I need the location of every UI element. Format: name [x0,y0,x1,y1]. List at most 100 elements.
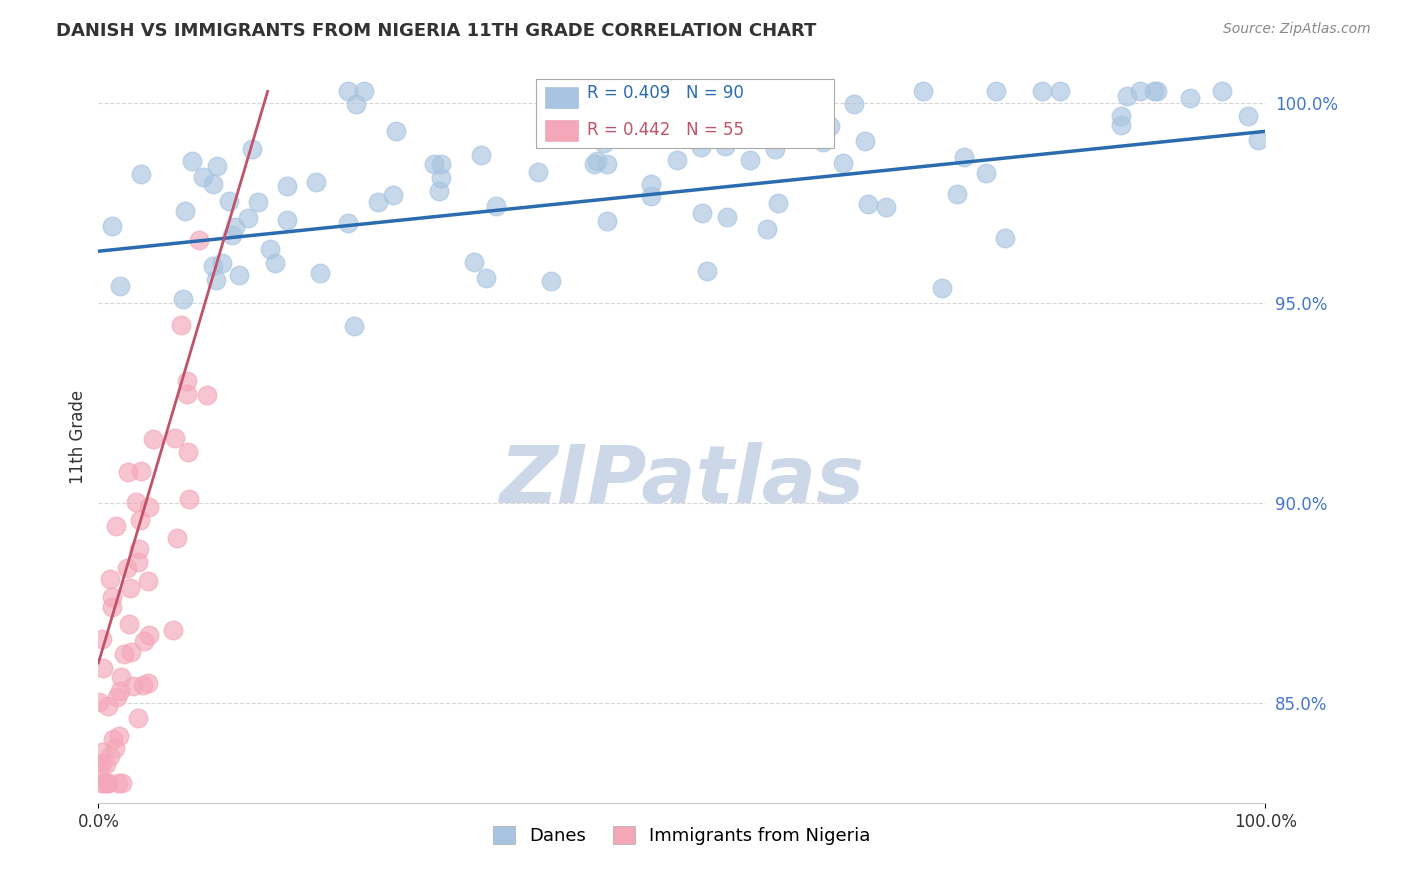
Point [111,776,134,790]
Point [112,647,135,661]
Point [1178,91,1201,105]
Point [108,684,131,698]
Point [128,542,150,557]
Point [97,776,120,790]
Point [136,574,159,589]
FancyBboxPatch shape [536,78,834,148]
Point [1146,84,1168,98]
Point [1129,84,1152,98]
Point [176,374,198,388]
Point [228,268,250,282]
Point [540,274,562,288]
Point [238,211,260,225]
Point [912,84,935,98]
Point [94,756,117,771]
Point [127,710,149,724]
Point [353,84,375,98]
Point [120,581,142,595]
Point [142,432,165,446]
Point [485,199,508,213]
Point [177,491,200,506]
Point [427,184,450,198]
Point [430,170,453,185]
Point [176,387,198,401]
Point [689,140,711,154]
Point [1116,89,1139,103]
Point [125,494,148,508]
Point [714,139,737,153]
Point [104,518,127,533]
Point [276,212,298,227]
Point [875,200,897,214]
Point [1142,84,1164,98]
Point [101,599,124,614]
Point [221,227,243,242]
Point [716,211,738,225]
Point [132,678,155,692]
Point [97,776,120,790]
Point [276,178,298,193]
Bar [546,120,578,141]
Point [104,740,127,755]
Point [166,532,188,546]
Point [90,776,112,790]
Point [91,745,114,759]
Point [666,153,689,168]
Point [97,698,120,713]
Point [134,633,156,648]
Point [367,195,389,210]
Point [129,464,152,478]
Point [463,254,485,268]
Point [118,617,141,632]
Point [766,195,789,210]
Point [264,256,287,270]
Point [690,205,713,219]
Point [309,266,332,280]
Point [756,221,779,235]
Point [129,167,152,181]
Text: Source: ZipAtlas.com: Source: ZipAtlas.com [1223,22,1371,37]
Point [592,136,614,151]
Point [129,513,152,527]
Point [952,150,974,164]
Point [204,272,226,286]
Point [180,153,202,168]
Point [115,561,138,575]
Point [811,136,834,150]
Point [211,256,233,270]
Point [98,572,121,586]
Point [1246,133,1268,147]
Point [122,679,145,693]
Point [120,645,142,659]
Point [974,166,997,180]
Point [527,165,550,179]
Point [765,142,787,156]
Point [945,187,967,202]
Point [831,156,853,170]
Point [640,178,662,192]
Point [240,142,263,156]
Point [173,204,195,219]
Point [195,388,218,402]
Text: ZIPatlas: ZIPatlas [499,442,865,520]
Point [475,271,498,285]
Point [91,756,114,770]
Point [1211,84,1233,98]
Point [98,749,121,764]
Point [717,84,740,98]
Point [193,169,215,184]
Point [337,216,360,230]
Point [101,219,124,233]
Point [640,189,662,203]
Point [1031,84,1053,98]
Point [1049,84,1071,98]
Point [162,624,184,638]
Point [1111,119,1133,133]
Point [177,444,200,458]
Point [188,233,211,247]
Point [101,731,124,746]
Point [108,729,131,743]
Point [105,690,128,704]
Point [173,292,195,306]
Point [344,97,367,112]
